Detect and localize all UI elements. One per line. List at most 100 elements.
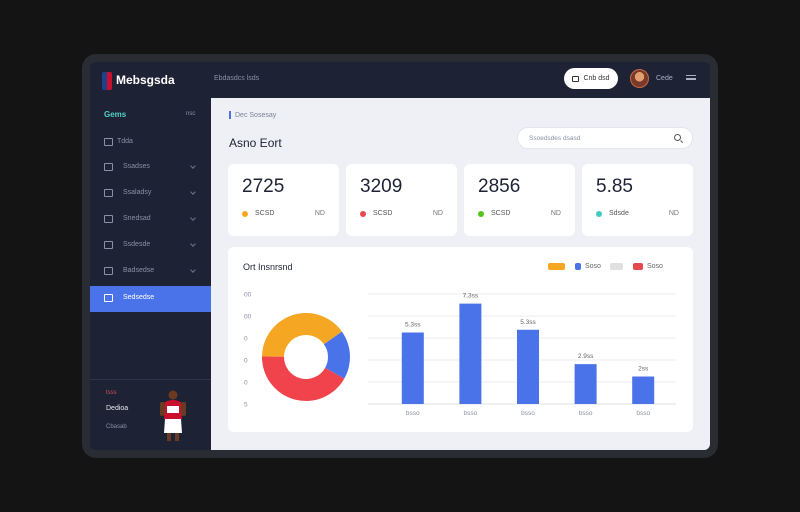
bar (632, 376, 655, 404)
avatar[interactable] (630, 69, 649, 88)
stat-card-4[interactable]: 5.85 Sdsde ND (582, 164, 693, 236)
sidebar-item-label: Ssdesde (123, 241, 151, 248)
sidebar-item-4[interactable]: Snedsad (90, 207, 211, 233)
bar (401, 332, 424, 404)
stat-label: Sdsde (609, 210, 629, 217)
legend-label: Soso (585, 263, 601, 270)
status-dot (360, 211, 366, 217)
sidebar-item-label: Ssadses (123, 163, 150, 170)
chevron-down-icon (190, 189, 196, 195)
stat-card-2[interactable]: 3209 SCSD ND (346, 164, 457, 236)
top-breadcrumb[interactable]: Ebdasdcs lsds (214, 75, 260, 82)
x-tick-label: bsso (464, 410, 478, 417)
search-input[interactable]: Ssoedsdes dsasd (517, 127, 693, 149)
sidebar-footer-sub: Cbasab (106, 424, 127, 430)
y-tick-label: 5 (244, 402, 248, 409)
sidebar-footer-tag: tsss (106, 390, 117, 396)
chart-panel-title: Ort Insnrsnd (243, 262, 293, 272)
stat-label: SCSD (491, 210, 511, 217)
legend-swatch (633, 263, 643, 270)
search-placeholder: Ssoedsdes dsasd (529, 135, 581, 142)
sidebar-item-label: Tdda (117, 138, 133, 145)
stat-value: 2856 (478, 176, 521, 197)
search-icon[interactable] (674, 134, 681, 141)
sidebar-item-6[interactable]: Badsedse (90, 259, 211, 285)
menu-icon[interactable] (686, 73, 696, 83)
stat-label: SCSD (373, 210, 393, 217)
chevron-down-icon (190, 163, 196, 169)
sidebar-footer-name[interactable]: Dedioa (106, 405, 129, 412)
folder-icon (104, 189, 113, 197)
sidebar-divider (90, 379, 211, 380)
bar (459, 303, 482, 404)
stat-label: SCSD (255, 210, 275, 217)
pie-slice (262, 356, 345, 401)
folder-icon (104, 163, 113, 171)
legend-item-1[interactable]: Soso (548, 263, 601, 270)
top-bar: Mebsgsda Ebdasdcs lsds Cnb dsd Cede (90, 62, 710, 98)
sidebar-item-label: Snedsad (123, 215, 151, 222)
app-logo-text: Mebsgsda (116, 73, 175, 87)
sidebar-item-7-active[interactable]: Sedsedse (90, 286, 211, 312)
x-tick-label: bsso (636, 410, 650, 417)
sidebar-header[interactable]: Gems (104, 110, 127, 119)
status-dot (596, 211, 602, 217)
breadcrumb[interactable]: Dec Sosesay (229, 111, 276, 119)
sidebar-item-2[interactable]: Ssadses (90, 155, 211, 181)
chevron-down-icon (190, 215, 196, 221)
page-title: Asno Eort (229, 136, 282, 150)
folder-icon (104, 241, 113, 249)
stat-value: 2725 (242, 176, 285, 197)
breadcrumb-label: Dec Sosesay (235, 111, 277, 119)
sidebar-item-label: Badsedse (123, 267, 155, 274)
user-name[interactable]: Cede (656, 75, 673, 82)
sidebar-item-5[interactable]: Ssdesde (90, 233, 211, 259)
stat-card-3[interactable]: 2856 SCSD ND (464, 164, 575, 236)
sidebar-item-3[interactable]: Ssaladsy (90, 181, 211, 207)
pie-slice (262, 313, 342, 357)
calendar-icon (572, 75, 580, 82)
legend-swatch (610, 263, 623, 270)
folder-icon (104, 267, 113, 275)
status-dot (242, 211, 248, 217)
sidebar-item-label: Sedsedse (123, 294, 155, 301)
x-tick-label: bsso (521, 410, 535, 417)
app-window: Mebsgsda Ebdasdcs lsds Cnb dsd Cede Gems… (90, 62, 710, 450)
stat-value: 3209 (360, 176, 403, 197)
x-tick-label: bsso (579, 410, 593, 417)
legend-item-2[interactable]: Soso (610, 263, 663, 270)
top-action-label: Cnb dsd (583, 75, 610, 82)
sidebar-item-label: Ssaladsy (123, 189, 152, 196)
bar (574, 364, 597, 404)
chevron-down-icon (190, 241, 196, 247)
chart-canvas: 000000055.3ssbsso7.3ssbsso5.3ssbsso2.9ss… (244, 292, 676, 417)
legend-swatch (575, 263, 581, 270)
stat-card-1[interactable]: 2725 SCSD ND (228, 164, 339, 236)
folder-icon (104, 215, 113, 223)
y-tick-label: 00 (244, 314, 252, 321)
stat-unit: ND (550, 210, 561, 217)
y-tick-label: 0 (244, 358, 248, 365)
y-tick-label: 0 (244, 380, 248, 387)
chart-panel: Ort Insnrsnd Soso Soso 00 00 0 0 0 5 5.3ss bsso… (228, 247, 693, 432)
sidebar-item-1[interactable]: Tdda (90, 130, 211, 156)
pie-slice (323, 331, 350, 379)
top-action-button[interactable]: Cnb dsd (564, 68, 618, 89)
bar (517, 329, 539, 404)
y-tick-label: 00 (244, 292, 252, 299)
stat-value: 5.85 (596, 176, 633, 197)
main-content: Dec Sosesay Asno Eort Ssoedsdes dsasd 27… (211, 98, 710, 450)
sidebar: Gems nsc Tdda Ssadses Ssaladsy Snedsad S… (90, 98, 211, 450)
bar-value-label: 5.3ss (405, 322, 421, 329)
legend-label: Soso (647, 263, 663, 270)
chevron-down-icon (190, 267, 196, 273)
stat-unit: ND (432, 210, 443, 217)
player-image (160, 390, 186, 441)
bar-value-label: 7.3ss (463, 293, 479, 300)
grid-icon (104, 138, 113, 146)
stat-unit: ND (668, 210, 679, 217)
nba-logo-icon (102, 72, 112, 90)
sidebar-collapse-control[interactable]: nsc (186, 111, 196, 117)
stat-unit: ND (314, 210, 325, 217)
legend-swatch (548, 263, 565, 270)
